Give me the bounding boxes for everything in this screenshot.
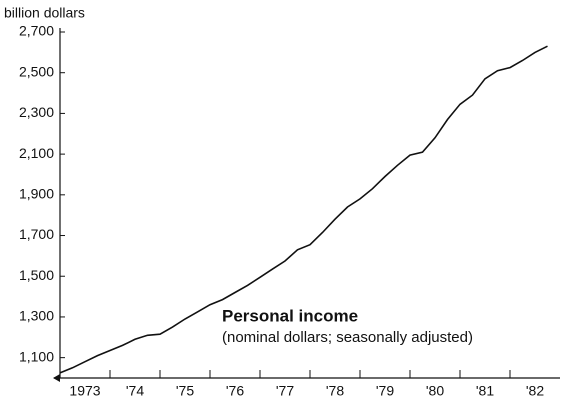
x-tick-label: 1973: [69, 383, 100, 399]
y-tick-label: 1,700: [19, 226, 54, 242]
y-tick-label: 1,100: [19, 348, 54, 364]
x-tick-label: '80: [426, 383, 444, 399]
x-tick-label: '76: [226, 383, 244, 399]
annotation-subtitle: (nominal dollars; seasonally adjusted): [222, 329, 473, 346]
y-tick-label: 2,700: [19, 23, 54, 39]
x-tick-label: '82: [526, 383, 544, 399]
x-tick-label: '79: [376, 383, 394, 399]
x-tick-label: '77: [276, 383, 294, 399]
x-tick-label: '74: [126, 383, 144, 399]
x-tick-label: '75: [176, 383, 194, 399]
x-tick-label: '78: [326, 383, 344, 399]
axis-arrow: [53, 374, 60, 382]
x-tick-label: '81: [476, 383, 494, 399]
y-axis-label: billion dollars: [4, 5, 85, 21]
line: [59, 45, 548, 374]
y-tick-label: 1,300: [19, 308, 54, 324]
y-tick-label: 2,300: [19, 104, 54, 120]
y-tick-label: 1,500: [19, 267, 54, 283]
y-tick-label: 1,900: [19, 186, 54, 202]
annotation-title: Personal income: [222, 306, 358, 325]
y-tick-label: 2,100: [19, 145, 54, 161]
y-tick-label: 2,500: [19, 63, 54, 79]
